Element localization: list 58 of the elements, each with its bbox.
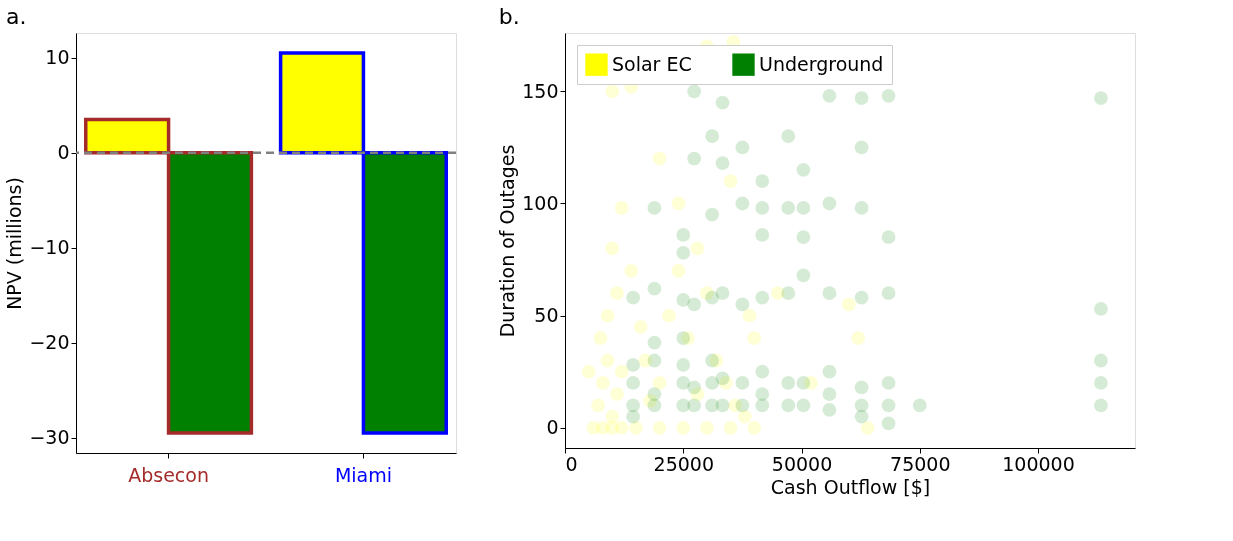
point <box>600 353 615 368</box>
y-tick-label: 100 <box>522 191 559 214</box>
point <box>690 241 705 256</box>
point <box>747 420 762 435</box>
point <box>700 420 714 435</box>
point <box>742 308 757 323</box>
legend-label: Solar EC <box>612 52 692 75</box>
point <box>614 364 629 379</box>
y-tick-label: 10 <box>45 46 70 69</box>
point <box>624 263 639 278</box>
x-tick-label: 25000 <box>653 452 714 475</box>
x-tick-label: Miami <box>334 463 392 486</box>
y-axis-title: NPV (millions) <box>3 177 26 310</box>
point <box>610 387 624 402</box>
y-tick-label: 50 <box>534 304 559 327</box>
y-tick-label: 0 <box>546 416 559 439</box>
y-tick-label: −10 <box>29 236 70 259</box>
point <box>652 420 667 435</box>
point <box>591 398 605 413</box>
point <box>662 308 676 323</box>
y-tick-label: −20 <box>29 331 70 354</box>
point <box>581 364 596 379</box>
point <box>605 409 620 424</box>
chart-title: b. <box>498 4 520 29</box>
x-tick-label: 75000 <box>890 452 951 475</box>
point <box>610 286 624 301</box>
point <box>614 201 629 215</box>
legend-label: Underground <box>759 52 884 75</box>
point <box>671 196 686 211</box>
point <box>671 263 686 278</box>
point <box>614 420 629 435</box>
point <box>841 297 856 312</box>
point <box>737 409 752 424</box>
y-axis-title: Duration of Outages <box>496 144 519 338</box>
point <box>851 331 866 345</box>
y-tick-label: 150 <box>522 79 559 102</box>
point <box>605 241 620 256</box>
x-tick-label: 50000 <box>771 452 833 475</box>
point <box>860 420 875 435</box>
point <box>747 331 762 345</box>
point <box>595 376 610 390</box>
point <box>652 151 667 166</box>
y-tick-label: 0 <box>57 141 70 164</box>
y-tick-label: −30 <box>29 426 70 449</box>
x-tick-label: 100000 <box>1002 452 1075 475</box>
point <box>593 331 608 345</box>
point <box>605 84 620 99</box>
point <box>723 420 738 435</box>
x-tick-label: Absecon <box>128 463 209 486</box>
point <box>629 420 643 435</box>
point <box>652 376 667 390</box>
point <box>676 420 691 435</box>
x-axis-title: Cash Outflow [$] <box>770 475 931 498</box>
x-tick-label: 0 <box>565 452 578 475</box>
point <box>723 174 738 188</box>
point <box>633 319 648 334</box>
point <box>600 308 615 323</box>
chart-title: a. <box>5 4 27 29</box>
